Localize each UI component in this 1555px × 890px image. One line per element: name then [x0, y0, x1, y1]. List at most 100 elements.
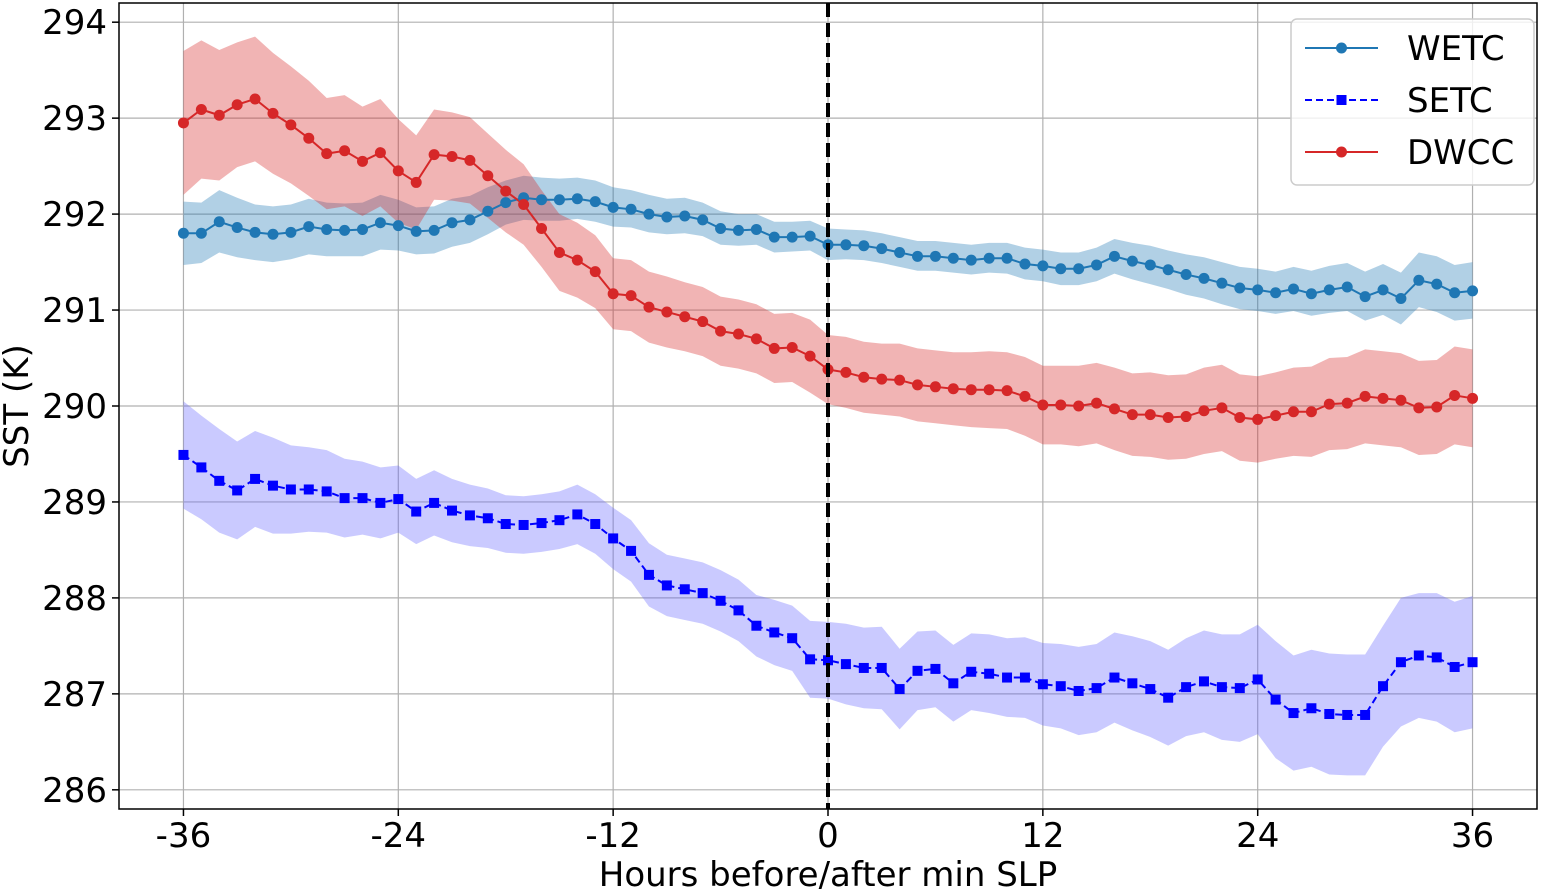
- setc-point: [1360, 709, 1371, 720]
- wetc-point: [1198, 272, 1210, 284]
- wetc-point: [321, 223, 333, 235]
- dwcc-point: [947, 383, 959, 395]
- wetc-point: [1073, 263, 1085, 275]
- wetc-point: [249, 226, 261, 238]
- wetc-point: [768, 231, 780, 243]
- setc-point: [339, 493, 350, 504]
- wetc-point: [661, 211, 673, 223]
- setc-point: [429, 497, 440, 508]
- y-tick-label: 287: [42, 675, 107, 715]
- wetc-point: [410, 225, 422, 237]
- wetc-point: [1323, 284, 1335, 296]
- setc-point: [303, 484, 314, 495]
- wetc-point: [482, 205, 494, 217]
- setc-point: [590, 519, 601, 530]
- wetc-point: [965, 254, 977, 266]
- setc-point: [1091, 683, 1102, 694]
- wetc-point: [356, 223, 368, 235]
- y-tick-label: 288: [42, 579, 107, 619]
- wetc-point: [804, 230, 816, 242]
- wetc-point: [428, 224, 440, 236]
- legend: WETC SETC DWCC: [1290, 18, 1535, 186]
- setc-point: [626, 545, 637, 556]
- dwcc-point: [786, 341, 798, 353]
- wetc-point: [1288, 283, 1300, 295]
- setc-point: [482, 513, 493, 524]
- wetc-point: [1019, 258, 1031, 270]
- dwcc-point: [1270, 410, 1282, 422]
- legend-setc-label: SETC: [1407, 81, 1493, 121]
- setc-point: [267, 480, 278, 491]
- y-tick-label: 293: [42, 99, 107, 139]
- setc-point: [572, 509, 583, 520]
- setc-point: [840, 659, 851, 670]
- dwcc-point: [374, 147, 386, 159]
- x-tick-label: -24: [371, 816, 427, 856]
- wetc-point: [1180, 269, 1192, 281]
- wetc-point: [392, 220, 404, 232]
- dwcc-point: [894, 374, 906, 386]
- dwcc-point: [625, 290, 637, 302]
- setc-point: [1198, 676, 1209, 687]
- legend-wetc-label: WETC: [1407, 29, 1505, 69]
- wetc-point: [912, 250, 924, 262]
- wetc-point: [1216, 277, 1228, 289]
- wetc-point: [1234, 282, 1246, 294]
- y-tick-label: 292: [42, 195, 107, 235]
- setc-point: [447, 505, 458, 516]
- setc-point: [1037, 679, 1048, 690]
- wetc-point: [643, 208, 655, 220]
- x-tick-label: -12: [585, 816, 641, 856]
- dwcc-point: [1198, 405, 1210, 417]
- wetc-point: [571, 193, 583, 205]
- setc-point: [1127, 678, 1138, 689]
- dwcc-point: [876, 373, 888, 385]
- dwcc-point: [267, 107, 279, 119]
- wetc-point: [732, 224, 744, 236]
- setc-point: [608, 533, 619, 544]
- dwcc-point: [1162, 412, 1174, 424]
- series-markers: [177, 93, 1479, 720]
- dwcc-point: [1431, 401, 1443, 413]
- y-axis-ticks: 286 287 288 289 290 291 292 293 294: [42, 3, 119, 811]
- y-axis-label: SST (K): [0, 344, 37, 468]
- y-tick-label: 291: [42, 291, 107, 331]
- wetc-point: [267, 228, 279, 240]
- setc-point: [1449, 661, 1460, 672]
- dwcc-point: [912, 379, 924, 391]
- dwcc-point: [1144, 409, 1156, 421]
- setc-point: [966, 666, 977, 677]
- x-tick-label: 0: [817, 816, 839, 856]
- dwcc-point: [750, 333, 762, 345]
- dwcc-point: [1037, 399, 1049, 411]
- setc-point: [769, 627, 780, 638]
- wetc-point: [1395, 293, 1407, 305]
- dwcc-point: [715, 325, 727, 337]
- wetc-point: [1305, 288, 1317, 300]
- setc-point: [643, 569, 654, 580]
- dwcc-point: [231, 99, 243, 111]
- dwcc-point: [571, 254, 583, 266]
- setc-point: [1413, 650, 1424, 661]
- wetc-point: [750, 223, 762, 235]
- setc-point: [876, 662, 887, 673]
- dwcc-point: [482, 170, 494, 182]
- wetc-point: [697, 214, 709, 226]
- setc-point: [1055, 681, 1066, 692]
- setc-point: [464, 510, 475, 521]
- wetc-point: [464, 214, 476, 226]
- wetc-point: [607, 201, 619, 213]
- setc-point: [1252, 674, 1263, 685]
- wetc-point: [876, 243, 888, 255]
- dwcc-point: [1252, 413, 1264, 425]
- setc-point: [411, 506, 422, 517]
- setc-point: [787, 633, 798, 644]
- setc-band: [183, 401, 1473, 776]
- x-axis-label: Hours before/after min SLP: [599, 855, 1058, 890]
- wetc-point: [500, 197, 512, 209]
- wetc-point: [1449, 287, 1461, 299]
- wetc-point: [374, 217, 386, 229]
- setc-point: [250, 473, 261, 484]
- setc-point: [1270, 694, 1281, 705]
- wetc-point: [1055, 263, 1067, 275]
